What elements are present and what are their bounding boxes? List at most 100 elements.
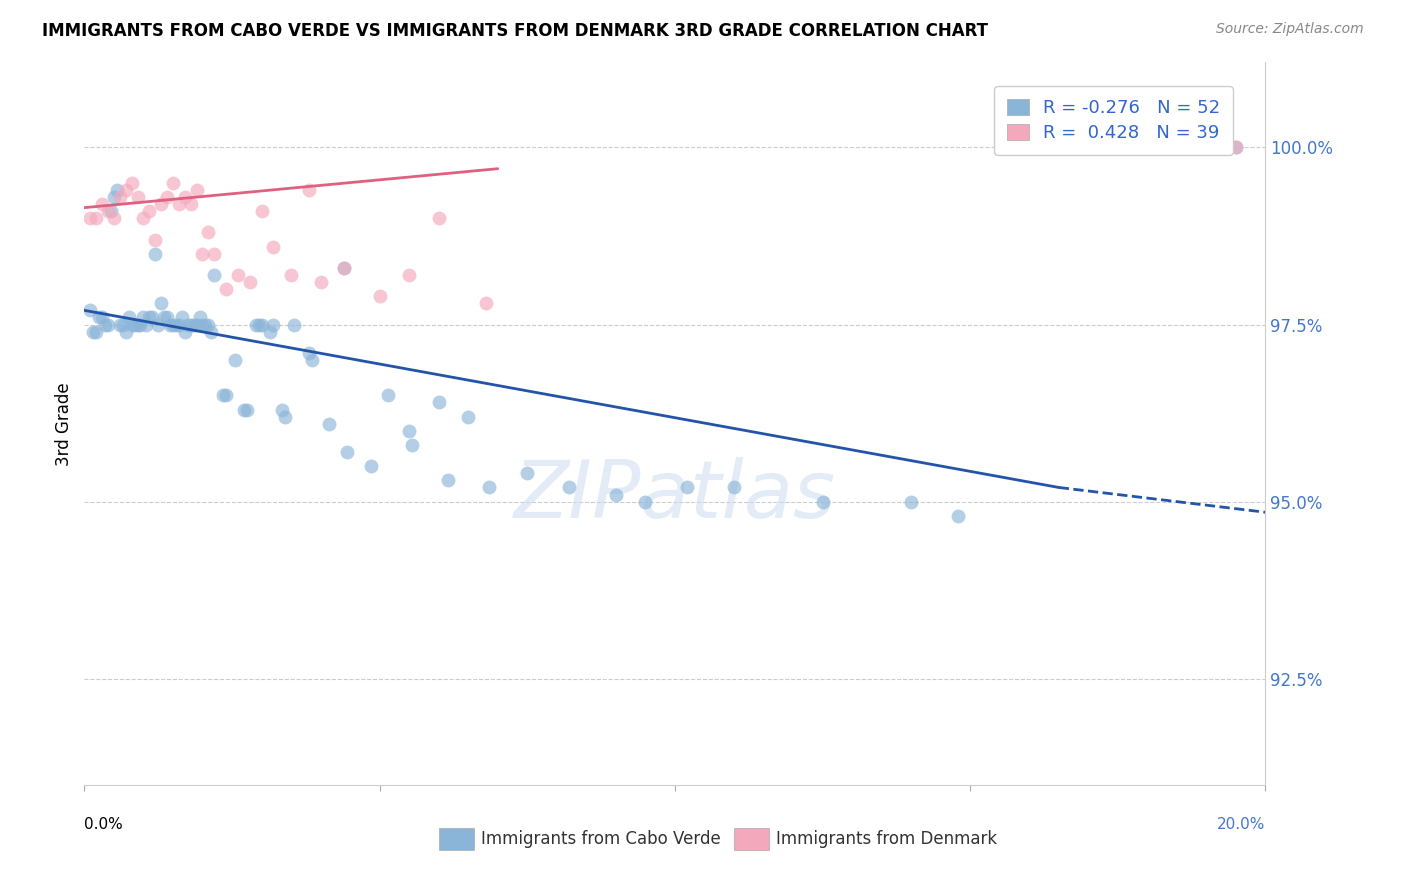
Point <box>436 474 458 488</box>
Point <box>159 318 181 332</box>
Point <box>634 494 657 508</box>
Point <box>91 197 114 211</box>
Point <box>124 318 146 332</box>
Point <box>200 325 222 339</box>
Text: 20.0%: 20.0% <box>1218 817 1265 832</box>
Point <box>215 282 238 296</box>
Point <box>309 275 332 289</box>
Point <box>245 318 267 332</box>
Point <box>162 318 184 332</box>
Point <box>84 211 107 226</box>
Point <box>191 318 214 332</box>
Point <box>262 318 284 332</box>
Y-axis label: 3rd Grade: 3rd Grade <box>55 382 73 466</box>
Point <box>298 346 321 360</box>
Point <box>226 268 249 282</box>
Text: Source: ZipAtlas.com: Source: ZipAtlas.com <box>1216 22 1364 37</box>
Point <box>318 417 340 431</box>
Point <box>948 508 970 523</box>
Point <box>177 318 200 332</box>
Point <box>143 233 166 247</box>
Point <box>186 183 208 197</box>
Point <box>271 402 294 417</box>
Point <box>111 318 134 332</box>
Point <box>250 318 273 332</box>
Point <box>141 310 163 325</box>
Point <box>557 480 579 494</box>
Point <box>170 310 193 325</box>
Point <box>301 353 323 368</box>
Point <box>191 246 214 260</box>
Point <box>250 204 273 219</box>
Point <box>605 487 627 501</box>
Point <box>427 395 450 409</box>
Point <box>224 353 246 368</box>
Point <box>215 388 238 402</box>
Point <box>132 211 155 226</box>
Point <box>212 388 235 402</box>
Point <box>247 318 270 332</box>
Point <box>150 296 173 310</box>
Point <box>165 318 187 332</box>
Text: IMMIGRANTS FROM CABO VERDE VS IMMIGRANTS FROM DENMARK 3RD GRADE CORRELATION CHAR: IMMIGRANTS FROM CABO VERDE VS IMMIGRANTS… <box>42 22 988 40</box>
Point <box>108 190 131 204</box>
Point <box>675 480 697 494</box>
Point <box>138 310 160 325</box>
Text: ZIPatlas: ZIPatlas <box>513 457 837 535</box>
Point <box>398 268 420 282</box>
Point <box>360 459 382 474</box>
Point <box>202 268 225 282</box>
Point <box>280 268 302 282</box>
Point <box>239 275 262 289</box>
Text: 0.0%: 0.0% <box>84 817 124 832</box>
Legend: R = -0.276   N = 52, R =  0.428   N = 39: R = -0.276 N = 52, R = 0.428 N = 39 <box>994 86 1233 155</box>
Point <box>150 197 173 211</box>
Point <box>183 318 205 332</box>
Point <box>143 246 166 260</box>
Point <box>127 190 149 204</box>
Point <box>298 183 321 197</box>
Point <box>108 318 131 332</box>
Point <box>173 190 195 204</box>
Point <box>188 310 211 325</box>
Point <box>262 239 284 253</box>
Point <box>153 310 176 325</box>
Point <box>87 310 111 325</box>
FancyBboxPatch shape <box>439 829 474 850</box>
Point <box>377 388 399 402</box>
Point <box>1225 140 1247 154</box>
Point <box>127 318 149 332</box>
Point <box>97 204 120 219</box>
Point <box>236 402 259 417</box>
Point <box>162 176 184 190</box>
Point <box>121 318 143 332</box>
Point <box>103 211 125 226</box>
Point <box>398 424 420 438</box>
Point <box>114 183 136 197</box>
Point <box>132 310 155 325</box>
Point <box>84 325 107 339</box>
Point <box>194 318 217 332</box>
Point <box>180 318 202 332</box>
Point <box>1225 140 1247 154</box>
Point <box>82 325 104 339</box>
Point <box>333 260 356 275</box>
Point <box>79 303 101 318</box>
Point <box>475 296 498 310</box>
Point <box>121 176 143 190</box>
Point <box>173 325 195 339</box>
Point <box>259 325 281 339</box>
FancyBboxPatch shape <box>734 829 769 850</box>
Point <box>135 318 157 332</box>
Point <box>900 494 922 508</box>
Point <box>401 438 423 452</box>
Point <box>457 409 479 424</box>
Point <box>723 480 745 494</box>
Point <box>232 402 254 417</box>
Point <box>79 211 101 226</box>
Point <box>148 318 170 332</box>
Point <box>138 204 160 219</box>
Point <box>516 467 538 481</box>
Point <box>156 190 179 204</box>
Point <box>167 197 190 211</box>
